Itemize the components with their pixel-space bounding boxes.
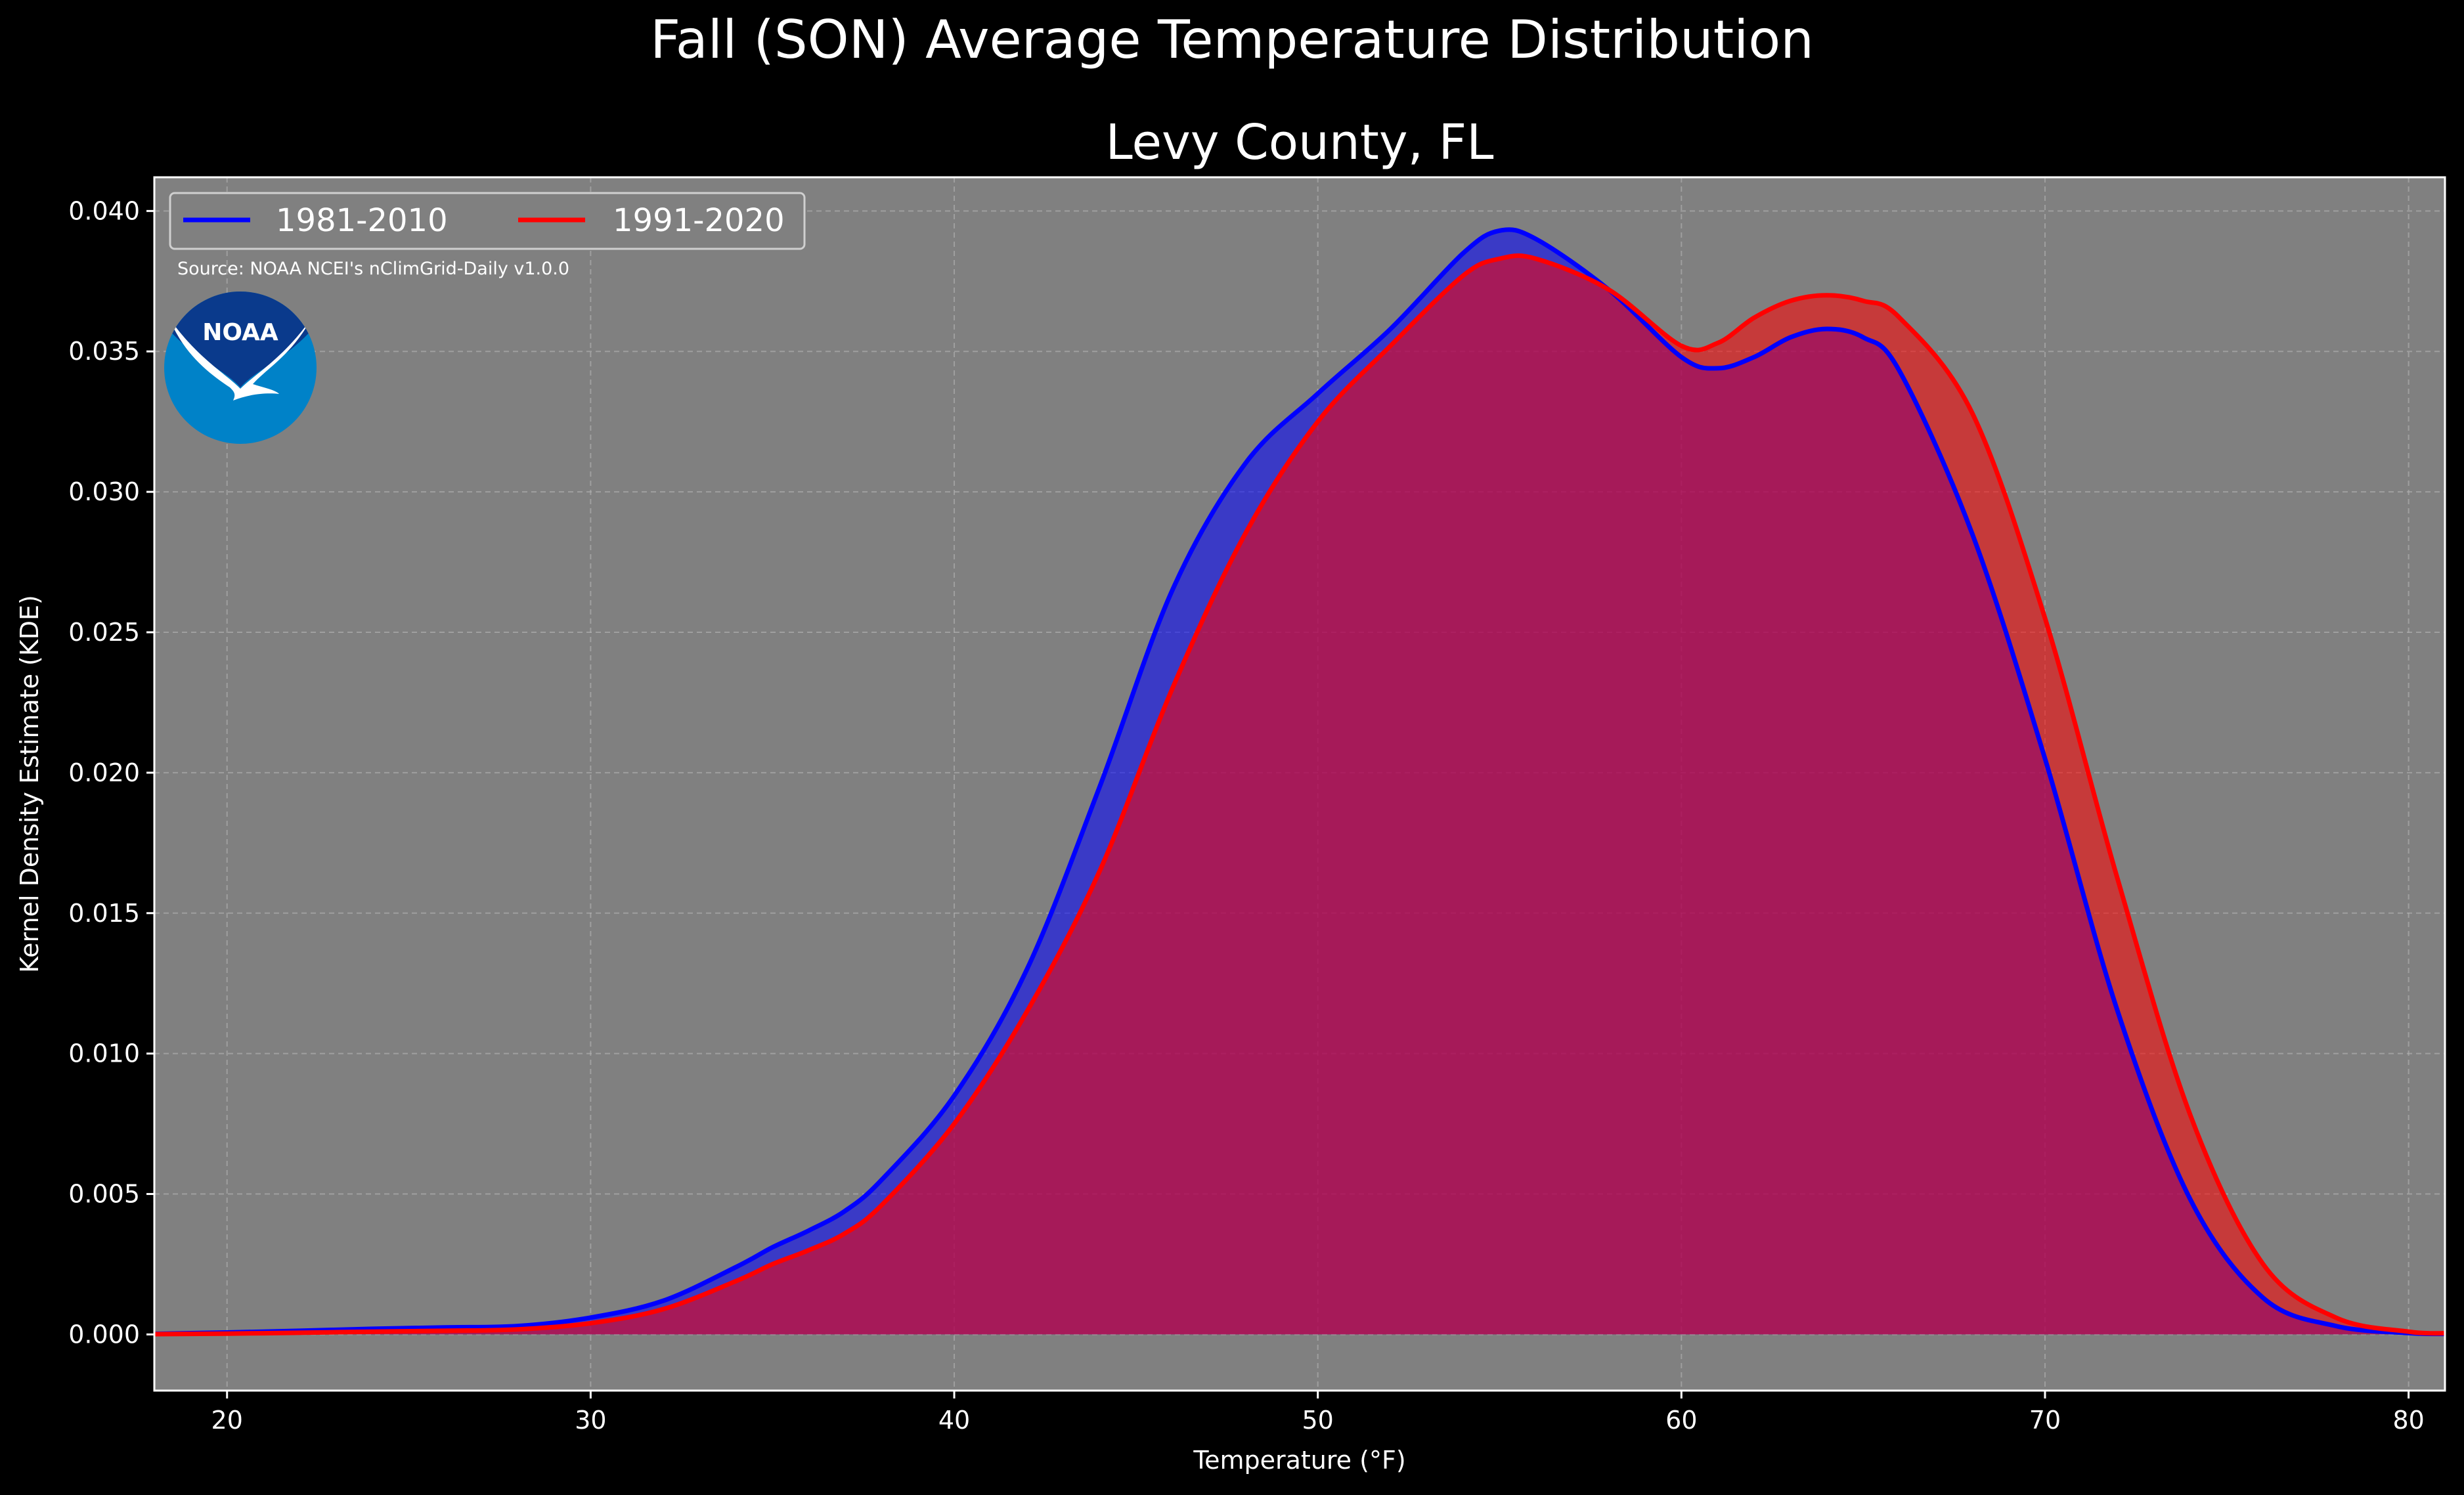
x-tick-label: 80 — [2392, 1406, 2424, 1435]
y-tick-label: 0.030 — [68, 477, 140, 506]
chart-suptitle: Fall (SON) Average Temperature Distribut… — [650, 9, 1814, 70]
y-tick-label: 0.020 — [68, 758, 140, 787]
y-axis-label: Kernel Density Estimate (KDE) — [15, 595, 44, 973]
legend-box — [169, 192, 806, 250]
y-tick-label: 0.005 — [68, 1180, 140, 1209]
x-tick-label: 30 — [575, 1406, 606, 1435]
y-tick-label: 0.040 — [68, 196, 140, 225]
noaa-bird-icon — [169, 318, 311, 401]
plot-frame — [153, 176, 2446, 1392]
y-tick-label: 0.025 — [68, 618, 140, 647]
legend-label-1991-2020: 1991-2020 — [613, 202, 785, 239]
y-tick-label: 0.000 — [68, 1320, 140, 1349]
y-tick-label: 0.035 — [68, 337, 140, 366]
x-axis-ticks: 20 30 40 50 60 70 80 — [211, 1391, 2425, 1435]
area-1991-2020 — [154, 255, 2445, 1335]
legend: 1981-2010 1991-2020 — [169, 192, 806, 250]
noaa-logo-text: NOAA — [202, 319, 278, 346]
x-axis-label: Temperature (°F) — [1193, 1446, 1405, 1475]
noaa-logo-upper — [164, 292, 317, 387]
y-tick-label: 0.015 — [68, 899, 140, 928]
line-1981-2010 — [154, 227, 2445, 1337]
x-tick-label: 50 — [1302, 1406, 1334, 1435]
x-tick-label: 20 — [211, 1406, 243, 1435]
source-note: Source: NOAA NCEI's nClimGrid-Daily v1.0… — [177, 259, 569, 279]
x-tick-label: 60 — [1665, 1406, 1697, 1435]
y-axis-ticks: 0.000 0.005 0.010 0.015 0.020 0.025 0.030 0.035… — [68, 196, 154, 1349]
legend-label-1981-2010: 1981-2010 — [276, 202, 448, 239]
line-1991-2020 — [154, 253, 2445, 1337]
x-tick-label: 40 — [938, 1406, 970, 1435]
y-tick-label: 0.010 — [68, 1039, 140, 1068]
series-layer — [154, 227, 2445, 1337]
chart-title: Levy County, FL — [1106, 114, 1494, 171]
noaa-logo: NOAA — [164, 292, 317, 444]
x-tick-label: 70 — [2029, 1406, 2061, 1435]
